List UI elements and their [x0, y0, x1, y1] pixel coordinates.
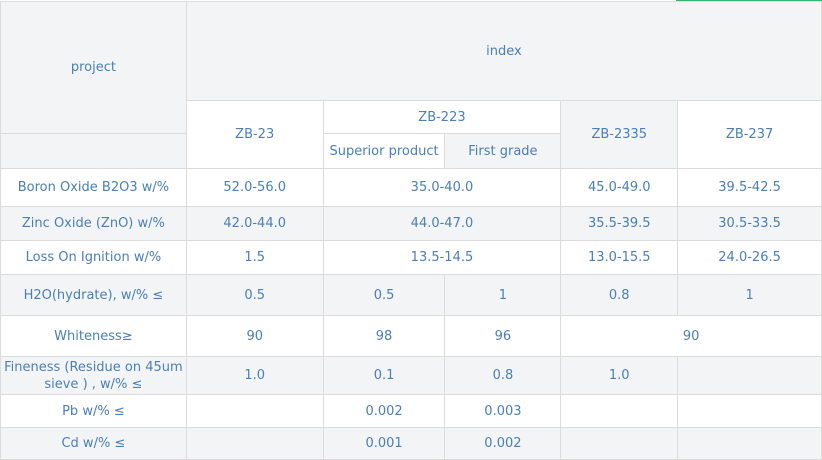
header-first-grade: First grade: [444, 133, 562, 169]
cell-zb2335: 35.5-39.5: [560, 206, 679, 241]
cell-superior: 0.001: [322, 427, 446, 460]
cell-first-grade: 0.002: [444, 427, 562, 460]
cell-first-grade: 96: [444, 315, 562, 357]
cell-superior: 0.5: [322, 274, 446, 316]
cell-zb2335: 45.0-49.0: [560, 168, 679, 207]
header-row-models: ZB-23 ZB-223 ZB-2335 ZB-237: [1, 100, 822, 169]
cell-zb23: 1.0: [185, 356, 324, 395]
cell-zb23: [185, 394, 324, 428]
cell-first-grade: 0.003: [444, 394, 562, 428]
table-row-pb: Pb w/% ≤ 0.002 0.003: [0, 394, 822, 428]
header-index: index: [185, 1, 822, 101]
row-label: Loss On Ignition w/%: [0, 240, 187, 275]
cell-zb237: [677, 356, 822, 395]
table-row-fineness: Fineness (Residue on 45um sieve ) , w/% …: [0, 356, 822, 395]
cell-zb23: [185, 427, 324, 460]
header-zb237: ZB-237: [677, 100, 822, 169]
cell-superior: 98: [322, 315, 446, 357]
cell-zb23: 42.0-44.0: [185, 206, 324, 241]
cell-zb23: 90: [185, 315, 324, 357]
cell-zb237: 24.0-26.5: [677, 240, 822, 275]
cell-zb2335: 0.8: [560, 274, 679, 316]
header-row-grades: Superior product First grade: [0, 133, 822, 169]
table-row-boron: Boron Oxide B2O3 w/% 52.0-56.0 35.0-40.0…: [0, 168, 822, 207]
cell-zb23: 0.5: [185, 274, 324, 316]
cell-zb223: 44.0-47.0: [322, 206, 562, 241]
cell-first-grade: 1: [444, 274, 562, 316]
cell-zb2335: 1.0: [560, 356, 679, 395]
header-project-lower: [0, 133, 187, 169]
cell-zb23: 52.0-56.0: [185, 168, 324, 207]
cell-zb23: 1.5: [185, 240, 324, 275]
table-row-cd: Cd w/% ≤ 0.001 0.002: [0, 427, 822, 460]
cell-zb237: [677, 427, 822, 460]
cell-zb237: [677, 394, 822, 428]
cell-zb223: 13.5-14.5: [322, 240, 562, 275]
cell-first-grade: 0.8: [444, 356, 562, 395]
table-row-zinc: Zinc Oxide (ZnO) w/% 42.0-44.0 44.0-47.0…: [0, 206, 822, 241]
header-superior: Superior product: [322, 133, 446, 169]
row-label: Fineness (Residue on 45um sieve ) , w/% …: [0, 356, 187, 395]
cell-zb2335: [560, 427, 679, 460]
cell-zb2335: [560, 394, 679, 428]
header-zb2335: ZB-2335: [560, 100, 679, 169]
row-label: Cd w/% ≤: [0, 427, 187, 460]
header-zb23: ZB-23: [185, 100, 324, 169]
cell-zb237: 1: [677, 274, 822, 316]
cell-zb223: 35.0-40.0: [322, 168, 562, 207]
row-label: Boron Oxide B2O3 w/%: [0, 168, 187, 207]
row-label: H2O(hydrate), w/% ≤: [0, 274, 187, 316]
row-label: Pb w/% ≤: [0, 394, 187, 428]
cell-zb237: 39.5-42.5: [677, 168, 822, 207]
header-zb223: ZB-223: [322, 100, 562, 134]
cell-zb2335: 13.0-15.5: [560, 240, 679, 275]
table-row-whiteness: Whiteness≥ 90 98 96 90: [0, 315, 822, 357]
cell-superior: 0.1: [322, 356, 446, 395]
row-label: Whiteness≥: [0, 315, 187, 357]
table-row-h2o: H2O(hydrate), w/% ≤ 0.5 0.5 1 0.8 1: [0, 274, 822, 316]
table-row-loss: Loss On Ignition w/% 1.5 13.5-14.5 13.0-…: [0, 240, 822, 275]
cell-zb237: 30.5-33.5: [677, 206, 822, 241]
row-label: Zinc Oxide (ZnO) w/%: [0, 206, 187, 241]
cell-zb2335-zb237: 90: [560, 315, 822, 357]
cell-superior: 0.002: [322, 394, 446, 428]
header-row-index: project index: [0, 1, 822, 134]
header-project: project: [0, 1, 187, 134]
